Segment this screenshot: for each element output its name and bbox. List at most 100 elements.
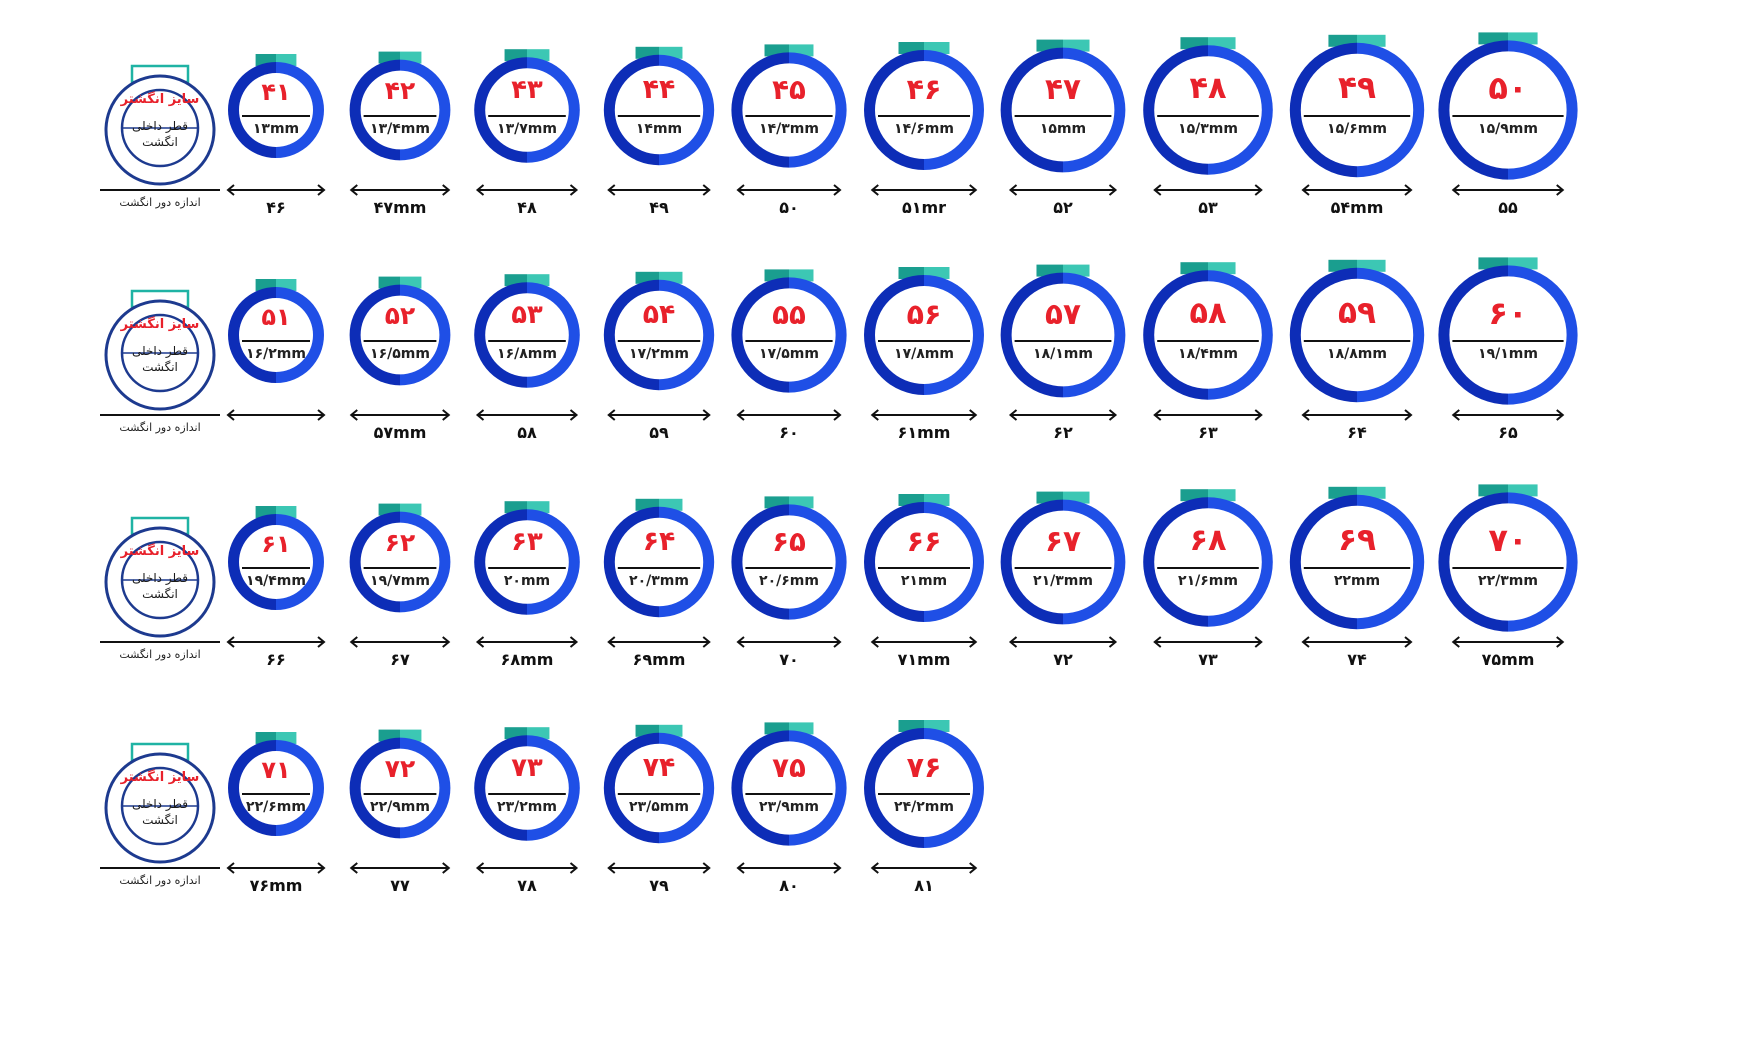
- ring-row: سایز انگشتر قطر داخلی انگشت اندازه دور انگ…: [0, 32, 1744, 280]
- circumference-arrow: [607, 862, 616, 874]
- ring-graphic: [864, 267, 984, 421]
- ring-size-number: ۶۰: [1488, 293, 1528, 332]
- ring-size-item: ۷۴ ۲۳/۵mm ۷۹: [584, 718, 734, 918]
- circumference-arrow: [736, 409, 745, 421]
- circumference-arrow: [1254, 184, 1263, 196]
- ring-size-item: ۷۶ ۲۴/۲mm ۸۱: [849, 718, 999, 918]
- circumference-value: ۷۷: [390, 876, 410, 895]
- ring-graphic: [349, 276, 451, 421]
- legend-inner-diameter-label: قطر داخلی انگشت: [131, 344, 189, 374]
- circumference-arrow: [226, 409, 235, 421]
- inner-diameter-value: ۲۳/۵mm: [629, 799, 689, 815]
- ring-hole: [742, 741, 836, 835]
- circumference-value: ۷۵mm: [1481, 650, 1535, 669]
- circumference-arrow: [1556, 636, 1565, 648]
- circumference-arrow: [569, 636, 579, 648]
- ring-size-number: ۶۸: [1189, 522, 1227, 558]
- ring-size-number: ۴۸: [1189, 70, 1227, 106]
- ring-size-number: ۴۶: [906, 72, 942, 106]
- circumference-value: ۷۲: [1053, 650, 1073, 669]
- circumference-arrow: [736, 636, 745, 648]
- inner-diameter-value: ۲۳/۹mm: [759, 799, 819, 815]
- circumference-value: ۷۴: [1347, 650, 1367, 669]
- legend-ring: سایز انگشتر قطر داخلی انگشت اندازه دور انگ…: [90, 265, 230, 465]
- ring-size-item: ۵۲ ۱۶/۵mm ۵۷mm: [325, 265, 475, 465]
- circumference-arrow: [1108, 184, 1118, 196]
- ring-graphic: [1000, 39, 1126, 196]
- legend-ring: سایز انگشتر قطر داخلی انگشت اندازه دور انگ…: [90, 40, 230, 240]
- ring-size-item: ۶۸ ۲۱/۶mm ۷۳: [1133, 489, 1283, 692]
- circumference-arrow: [317, 862, 326, 874]
- ring-size-item: ۵۰ ۱۵/۹mm ۵۵: [1433, 32, 1583, 240]
- circumference-value: ۴۷mm: [373, 198, 427, 217]
- legend-ring: سایز انگشتر قطر داخلی انگشت اندازه دور انگ…: [90, 718, 230, 918]
- circumference-arrow: [1301, 409, 1310, 421]
- ring-hole: [1011, 510, 1115, 614]
- legend-ring-icon: [100, 742, 220, 869]
- ring-hole: [875, 61, 973, 159]
- ring-tab: [378, 503, 400, 516]
- ring-hole: [239, 751, 313, 825]
- circumference-arrow: [969, 409, 978, 421]
- circumference-arrow: [349, 409, 358, 421]
- ring-graphic: [474, 727, 580, 874]
- ring-size-number: ۴۹: [1337, 69, 1377, 106]
- inner-diameter-value: ۱۸/۱mm: [1033, 346, 1093, 362]
- ring-graphic: [349, 729, 451, 874]
- ring-graphic: [1289, 486, 1425, 648]
- ring-size-item: ۴۴ ۱۴mm ۴۹: [584, 40, 734, 240]
- ring-hole: [485, 746, 569, 830]
- ring-hole: [614, 65, 704, 155]
- ring-hole: [360, 522, 440, 602]
- circumference-arrow: [870, 636, 879, 648]
- inner-diameter-value: ۱۵/۳mm: [1178, 121, 1238, 137]
- circumference-arrow: [1108, 636, 1118, 648]
- circumference-value: ۶۰: [779, 423, 799, 442]
- circumference-arrow: [475, 409, 485, 421]
- ring-size-number: ۷۴: [642, 752, 676, 784]
- circumference-arrow: [349, 862, 358, 874]
- circumference-value: ۶۶: [266, 650, 286, 669]
- circumference-arrow: [226, 636, 235, 648]
- ring-size-item: ۵۱ ۱۶/۲mm: [201, 265, 351, 465]
- circumference-value: ۵۵: [1498, 198, 1518, 217]
- circumference-arrow: [833, 409, 842, 421]
- circumference-arrow: [475, 636, 485, 648]
- circumference-arrow: [1556, 184, 1565, 196]
- legend-circumference-label: اندازه دور انگشت: [119, 421, 201, 434]
- ring-hole: [485, 68, 569, 152]
- ring-size-item: ۵۶ ۱۷/۸mm ۶۱mm: [849, 265, 999, 465]
- circumference-arrow: [1404, 184, 1413, 196]
- circumference-arrow: [833, 636, 842, 648]
- ring-hole: [742, 63, 836, 157]
- ring-size-number: ۶۵: [772, 525, 806, 559]
- ring-graphic: [1000, 491, 1126, 648]
- ring-graphic: [603, 271, 715, 421]
- circumference-value: ۵۹: [649, 423, 669, 442]
- circumference-value: ۵۱mr: [901, 198, 947, 217]
- ring-size-number: ۵۶: [906, 297, 942, 331]
- ring-size-number: ۴۴: [642, 74, 676, 106]
- ring-size-item: ۵۹ ۱۸/۸mm ۶۴: [1282, 259, 1432, 465]
- ring-size-number: ۴۱: [261, 78, 291, 106]
- circumference-value: ۷۱mm: [897, 650, 951, 669]
- circumference-arrow: [1556, 409, 1565, 421]
- circumference-arrow: [442, 409, 451, 421]
- legend-circumference-label: اندازه دور انگشت: [119, 648, 201, 661]
- inner-diameter-value: ۱۶/۵mm: [370, 346, 430, 362]
- ring-hole: [239, 525, 313, 599]
- circumference-value: ۶۴: [1347, 423, 1367, 442]
- ring-size-item: ۴۳ ۱۳/۷mm ۴۸: [452, 40, 602, 240]
- circumference-arrow: [969, 862, 978, 874]
- ring-size-item: ۶۲ ۱۹/۷mm ۶۷: [325, 492, 475, 692]
- inner-diameter-value: ۱۹/۴mm: [246, 573, 306, 589]
- circumference-value: ۶۷: [390, 650, 410, 669]
- circumference-arrow: [607, 409, 616, 421]
- ring-hole: [485, 293, 569, 377]
- ring-size-item: ۴۱ ۱۳mm ۴۶: [201, 40, 351, 240]
- ring-size-number: ۴۲: [384, 76, 416, 106]
- circumference-arrow: [736, 862, 745, 874]
- ring-graphic: [474, 49, 580, 196]
- circumference-arrow: [475, 184, 485, 196]
- ring-size-number: ۶۴: [642, 526, 676, 558]
